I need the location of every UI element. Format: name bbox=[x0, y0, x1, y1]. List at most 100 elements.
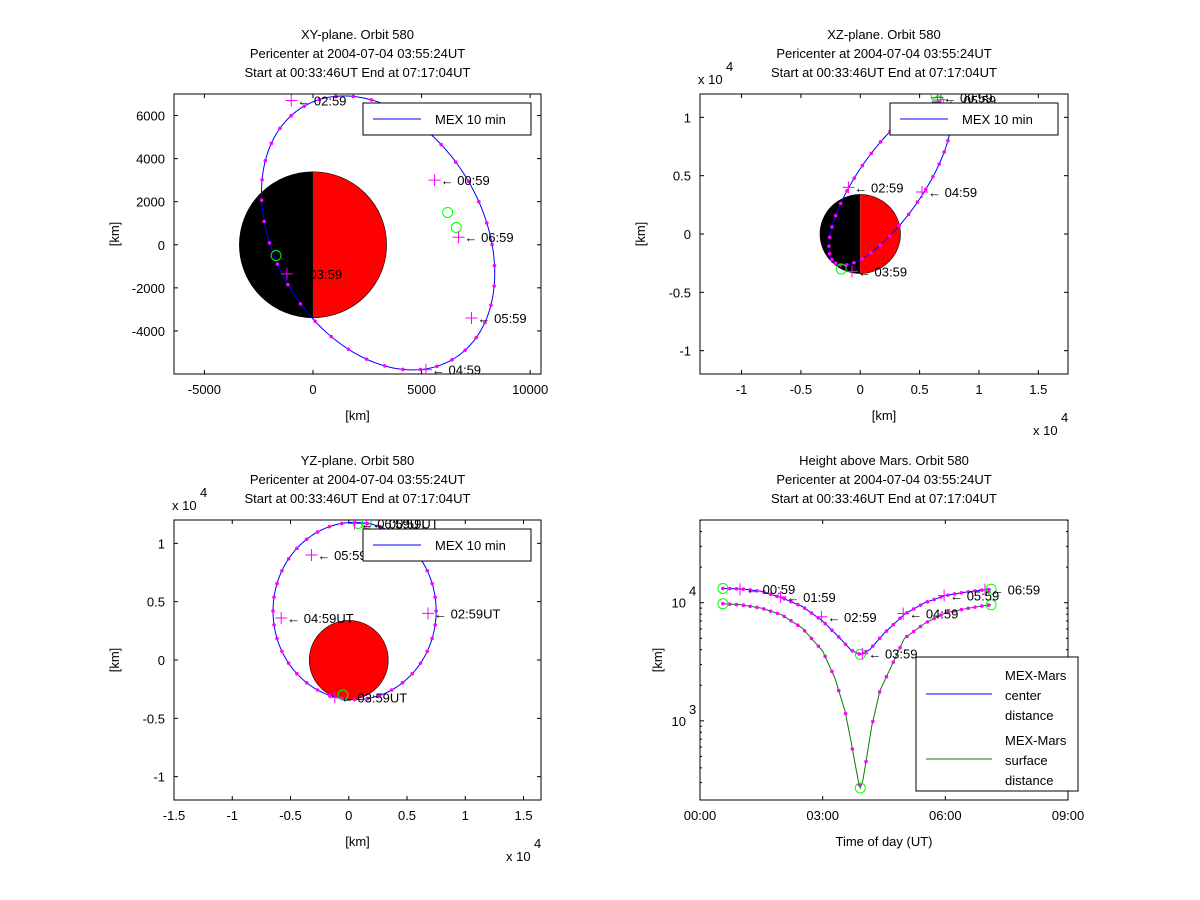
chart-title-line: Height above Mars. Orbit 580 bbox=[799, 453, 969, 468]
chart-title-line: XY-plane. Orbit 580 bbox=[301, 27, 414, 42]
x-axis-label: [km] bbox=[345, 408, 370, 423]
orbit-dot bbox=[383, 364, 387, 368]
hour-marker bbox=[842, 181, 855, 194]
hour-label: ← 01:59 bbox=[787, 590, 836, 605]
series-dot bbox=[796, 623, 800, 628]
series-dot bbox=[891, 660, 896, 664]
series-dot bbox=[802, 629, 807, 633]
orbit-dot bbox=[844, 263, 849, 267]
orbit-dot bbox=[906, 212, 911, 217]
orbit-dot bbox=[860, 256, 864, 261]
hour-marker bbox=[897, 607, 910, 620]
x-tick-label: -1 bbox=[226, 808, 238, 823]
series-dot bbox=[830, 628, 834, 633]
mars-outline bbox=[239, 171, 387, 319]
series-dot bbox=[789, 599, 793, 604]
x-tick-label: 0 bbox=[345, 808, 352, 823]
series-dot bbox=[952, 609, 957, 613]
series-dot bbox=[727, 586, 732, 591]
series-dot bbox=[748, 604, 752, 609]
orbit-dot bbox=[275, 262, 280, 266]
series-dot bbox=[809, 611, 814, 615]
circle-marker bbox=[450, 222, 462, 234]
axes-frame bbox=[173, 93, 542, 375]
orbit-dot bbox=[340, 521, 344, 526]
hour-marker bbox=[428, 174, 441, 187]
orbit-dot bbox=[492, 284, 496, 288]
chart-title-line: Start at 00:33:46UT End at 07:17:04UT bbox=[771, 65, 997, 80]
circle-marker bbox=[442, 206, 454, 218]
orbit-dot bbox=[425, 649, 430, 654]
orbit-dot bbox=[315, 688, 320, 692]
chart-title-line: Pericenter at 2004-07-04 03:55:24UT bbox=[250, 472, 465, 487]
orbit-dot bbox=[477, 199, 481, 204]
x-exponent: 4 bbox=[1061, 410, 1068, 425]
hour-label: ← 02:59 bbox=[854, 180, 903, 195]
series-dot bbox=[959, 591, 964, 595]
series-dot bbox=[871, 644, 875, 648]
legend-label: MEX-Mars bbox=[1005, 668, 1067, 683]
hour-label: ← 06:59UT bbox=[361, 517, 428, 532]
hour-label: ← 00:59 bbox=[943, 91, 992, 106]
orbit-dot bbox=[833, 213, 838, 218]
series-dot bbox=[986, 603, 991, 607]
x-tick-label: -0.5 bbox=[790, 382, 812, 397]
orbit-dot bbox=[351, 94, 356, 99]
hour-marker bbox=[915, 186, 928, 198]
series-dot bbox=[775, 611, 780, 616]
orbit-dot bbox=[267, 241, 272, 245]
y-tick-label: 0 bbox=[684, 227, 691, 242]
orbit-dot bbox=[389, 688, 394, 692]
orbit-dot bbox=[280, 649, 284, 654]
legend-label: distance bbox=[1005, 773, 1053, 788]
orbit-dot bbox=[852, 260, 856, 265]
hour-marker bbox=[419, 363, 432, 374]
hour-marker bbox=[348, 520, 361, 530]
series-dot bbox=[864, 759, 868, 764]
plot-area bbox=[239, 94, 497, 374]
hour-label: ← 03:59 bbox=[858, 264, 907, 279]
series-dot bbox=[973, 605, 977, 609]
orbit-dot bbox=[400, 680, 405, 685]
hour-label: ← 00:59UT bbox=[372, 517, 439, 532]
series-dot bbox=[884, 674, 889, 679]
orbit-dot bbox=[852, 176, 857, 180]
orbit-dot bbox=[492, 263, 497, 268]
orbit-dot bbox=[450, 357, 454, 362]
orbit-dot bbox=[327, 693, 332, 698]
hour-marker bbox=[978, 583, 991, 596]
series-dot bbox=[925, 620, 930, 624]
hour-label: ← 05:59 bbox=[950, 589, 999, 604]
series-dot bbox=[755, 605, 759, 610]
orbit-dot bbox=[946, 138, 950, 143]
y-exponent-prefix: x 10 bbox=[698, 72, 723, 87]
orbit-dot bbox=[897, 223, 902, 228]
mars-outline bbox=[819, 194, 901, 274]
hour-marker bbox=[360, 520, 373, 530]
series-dot bbox=[789, 619, 793, 623]
x-tick-label: 1 bbox=[975, 382, 982, 397]
orbit-dot bbox=[304, 680, 309, 685]
x-axis-label: Time of day (UT) bbox=[835, 834, 932, 849]
hour-marker bbox=[774, 590, 787, 603]
orbit-dot bbox=[878, 140, 883, 144]
series-dot bbox=[809, 636, 814, 641]
x-axis-label: [km] bbox=[345, 834, 370, 849]
hour-label: ← 02:59 bbox=[827, 610, 876, 625]
orbit-dot bbox=[286, 282, 290, 287]
hour-marker bbox=[465, 312, 478, 324]
x-tick-label: 1 bbox=[462, 808, 469, 823]
series-dot bbox=[871, 719, 875, 724]
x-tick-label: -1.5 bbox=[163, 808, 185, 823]
orbit-dot bbox=[275, 636, 279, 641]
hour-marker bbox=[452, 231, 465, 244]
series-dot bbox=[884, 629, 889, 633]
circle-marker bbox=[337, 689, 349, 701]
series-dot bbox=[836, 688, 841, 693]
series-dot bbox=[734, 602, 739, 607]
circle-marker bbox=[854, 782, 866, 794]
legend-label: distance bbox=[1005, 708, 1053, 723]
series-dot bbox=[830, 669, 834, 674]
orbit-dot bbox=[931, 174, 935, 179]
